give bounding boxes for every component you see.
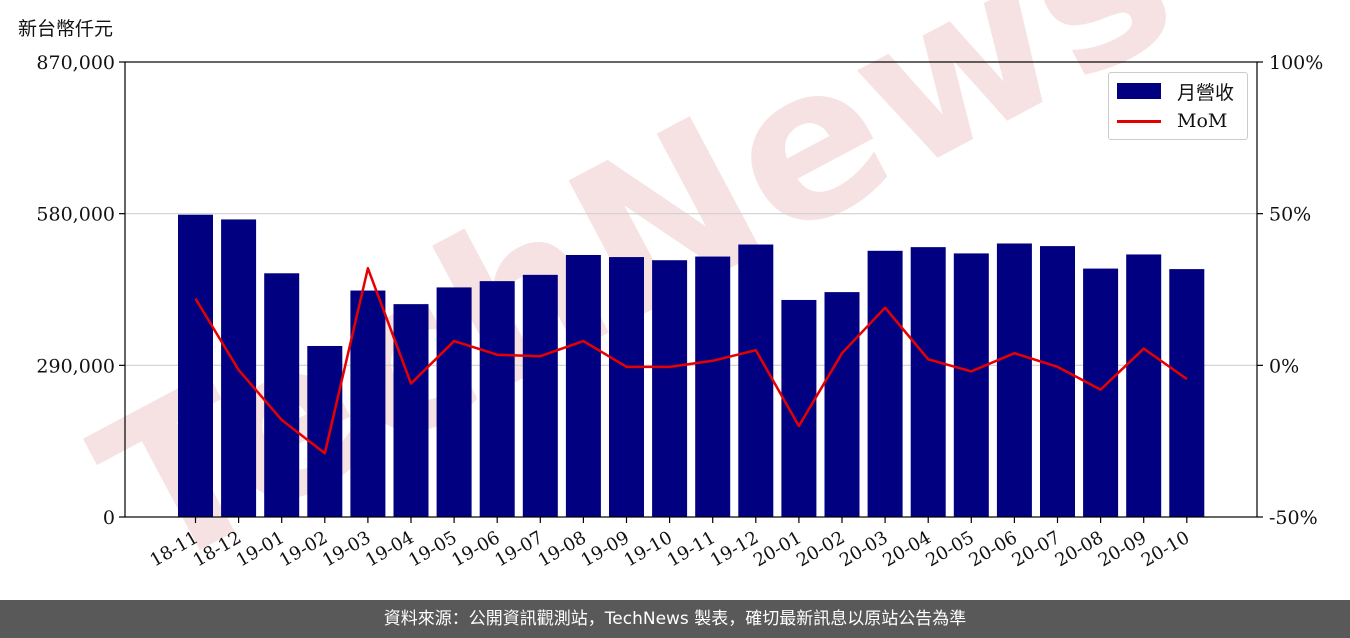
legend-label-revenue: 月營收 xyxy=(1177,81,1235,104)
legend-item-revenue: 月營收 xyxy=(1117,79,1235,104)
right-tick-label: -50% xyxy=(1269,507,1318,529)
revenue-bar xyxy=(1169,269,1205,517)
source-footer: 資料來源：公開資訊觀測站，TechNews 製表，確切最新訊息以原站公告為準 xyxy=(0,600,1350,638)
x-tick-label: 20-07 xyxy=(1009,527,1064,571)
x-tick-label: 19-04 xyxy=(362,527,417,571)
x-tick-label: 20-10 xyxy=(1138,527,1193,571)
revenue-bar xyxy=(565,254,601,517)
legend-swatch-mom xyxy=(1117,119,1161,123)
left-axis-ticks: 0 290,000 580,000 870,000 xyxy=(36,52,125,529)
right-tick-label: 100% xyxy=(1269,52,1323,74)
revenue-bar xyxy=(695,256,731,517)
x-tick-label: 20-04 xyxy=(879,527,934,571)
x-tick-label: 19-09 xyxy=(578,527,633,571)
revenue-bar xyxy=(738,244,774,517)
x-tick-label: 20-03 xyxy=(836,527,891,571)
revenue-bar xyxy=(350,290,386,517)
x-tick-label: 20-05 xyxy=(922,527,977,571)
revenue-bar xyxy=(781,299,817,517)
left-tick-label: 0 xyxy=(103,507,115,529)
legend-label-mom: MoM xyxy=(1177,110,1228,132)
left-tick-label: 290,000 xyxy=(36,355,115,377)
left-tick-label: 870,000 xyxy=(36,52,115,74)
x-tick-label: 20-08 xyxy=(1052,527,1107,571)
plot-frame xyxy=(124,61,1258,518)
revenue-bar xyxy=(824,292,860,517)
mom-line xyxy=(194,267,1188,455)
revenue-bar xyxy=(609,257,644,517)
revenue-bar xyxy=(1040,246,1075,517)
revenue-bar xyxy=(1083,268,1119,517)
x-tick-label: 20-06 xyxy=(965,527,1020,571)
revenue-bar xyxy=(436,287,472,517)
legend-item-mom: MoM xyxy=(1117,109,1227,133)
x-tick-label: 19-05 xyxy=(405,527,460,571)
x-tick-label: 19-08 xyxy=(534,527,589,571)
revenue-bar xyxy=(867,250,903,518)
revenue-bar xyxy=(393,304,429,517)
revenue-bar xyxy=(996,243,1032,518)
right-tick-label: 50% xyxy=(1269,204,1311,226)
legend-swatch-revenue xyxy=(1117,83,1161,99)
legend: 月營收 MoM xyxy=(1108,72,1248,140)
revenue-bar xyxy=(522,274,558,517)
mom-line-series xyxy=(194,267,1188,455)
x-tick-label: 20-02 xyxy=(793,527,848,571)
left-tick-label: 580,000 xyxy=(36,204,115,226)
x-tick-label: 19-06 xyxy=(448,527,503,571)
revenue-bar xyxy=(1126,254,1162,517)
revenue-bar xyxy=(264,273,300,517)
x-tick-label: 19-07 xyxy=(491,527,546,571)
x-tick-label: 19-10 xyxy=(621,527,676,571)
revenue-bar xyxy=(652,260,688,517)
revenue-bar xyxy=(910,247,946,517)
right-axis-ticks: -50% 0% 50% 100% xyxy=(1257,52,1323,529)
revenue-bar xyxy=(307,345,343,517)
right-tick-label: 0% xyxy=(1269,355,1299,377)
x-tick-label: 20-01 xyxy=(750,527,805,571)
x-tick-label: 19-11 xyxy=(664,527,719,571)
x-tick-label: 20-09 xyxy=(1095,527,1150,571)
y-axis-unit-label: 新台幣仟元 xyxy=(18,18,114,40)
revenue-bar xyxy=(178,214,213,517)
revenue-bar xyxy=(479,281,515,517)
revenue-bar xyxy=(953,253,989,517)
x-tick-label: 19-12 xyxy=(707,527,762,571)
